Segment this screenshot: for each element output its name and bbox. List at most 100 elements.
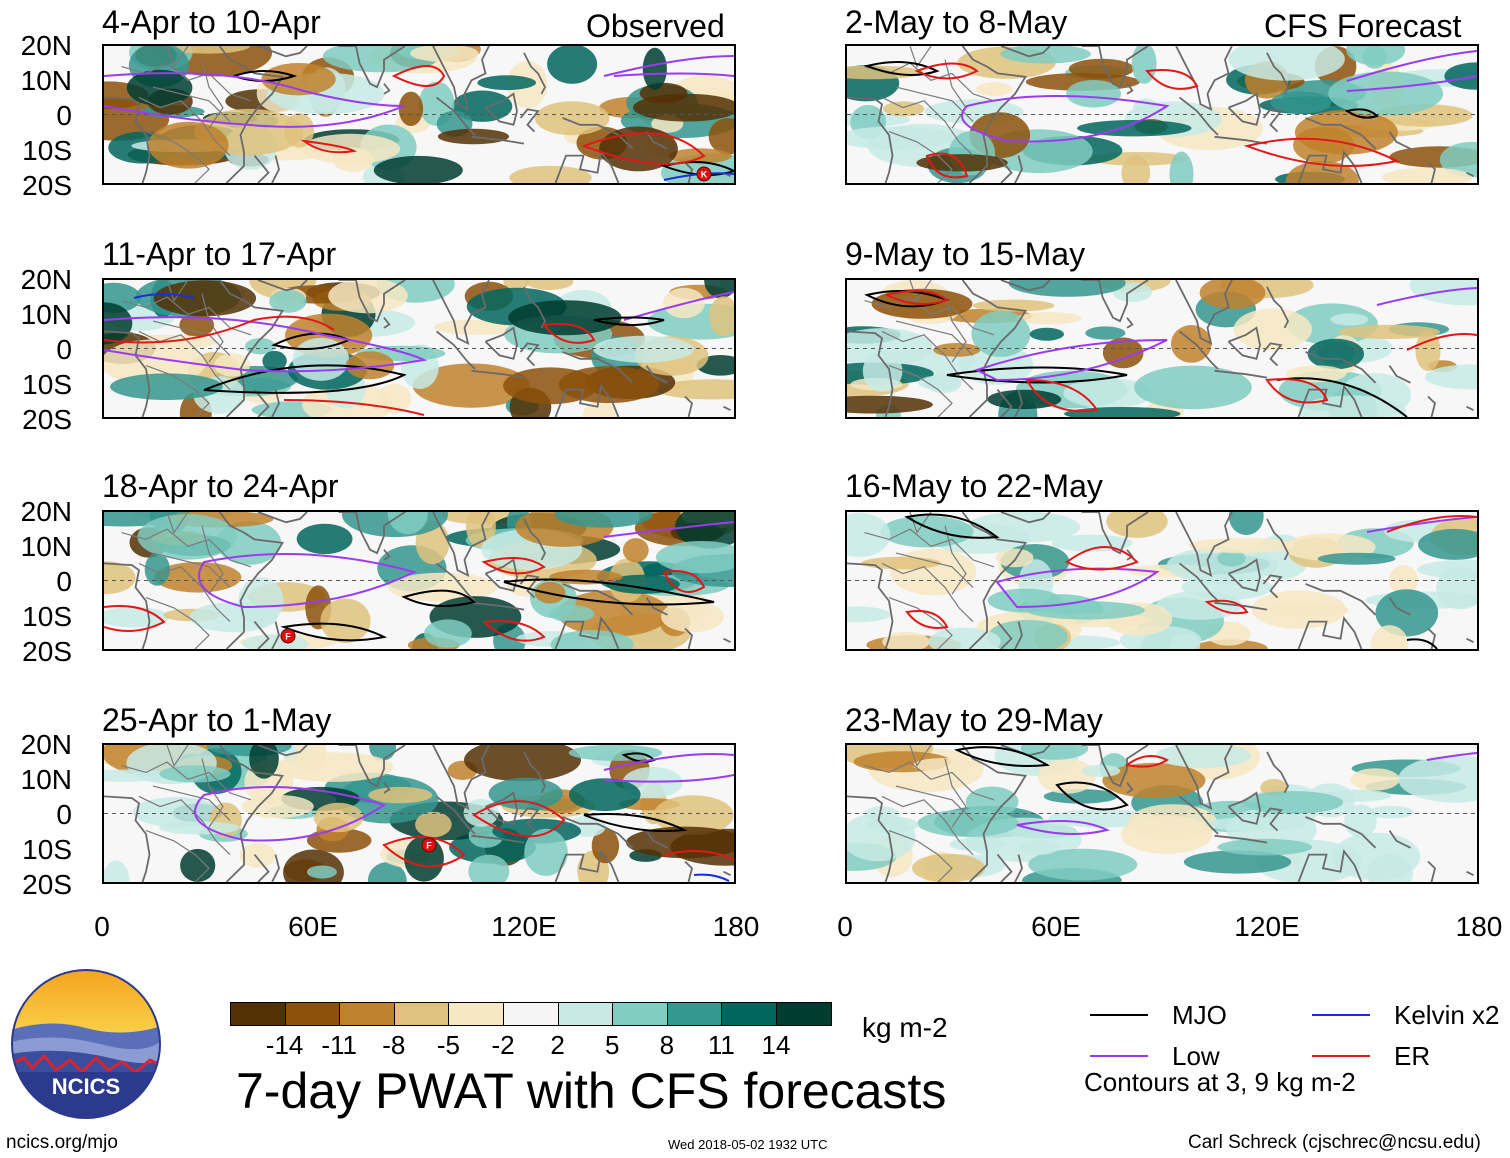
coastline [1388, 131, 1411, 150]
coastline [1178, 96, 1219, 136]
contour-line [953, 746, 1051, 767]
pwat-anomaly-blob [144, 552, 170, 586]
pwat-anomaly-blob [104, 302, 133, 345]
y-tick-label: 10N [20, 764, 72, 795]
pwat-anomaly-blob [1350, 768, 1400, 791]
coastline [1214, 369, 1268, 379]
contour-line [946, 366, 1128, 384]
coastline [1014, 621, 1023, 649]
colorbar-swatch [721, 1002, 777, 1026]
coastline [1262, 807, 1283, 832]
y-tick-label: 20S [22, 404, 72, 435]
pwat-anomaly-blob [847, 512, 891, 558]
panel-title-8: 23-May to 29-May [845, 702, 1103, 738]
pwat-anomaly-blob [847, 126, 955, 150]
contour-line [603, 55, 734, 77]
colorbar-swatch [612, 1002, 668, 1026]
pwat-anomaly-blob [912, 758, 974, 773]
map-panel-forecast-1 [845, 44, 1479, 185]
pwat-anomaly-blob [1444, 62, 1477, 90]
country-border [909, 745, 932, 767]
country-border [166, 745, 189, 767]
contour-line [104, 605, 166, 632]
pwat-anomaly-blob [593, 335, 694, 363]
contour-line [382, 836, 466, 868]
pwat-anomaly-blob [1026, 601, 1145, 620]
country-border [201, 293, 224, 363]
pwat-anomaly-blob [488, 777, 563, 810]
legend-line-mjo [1090, 1014, 1148, 1016]
panel-title-6: 9-May to 15-May [845, 236, 1086, 272]
pwat-anomaly-blob [239, 843, 276, 868]
contour-line [925, 152, 969, 179]
coastline [432, 745, 490, 811]
coastline [554, 849, 620, 882]
country-border [895, 785, 974, 821]
x-tick-right-180: 180 [1455, 911, 1503, 942]
pwat-anomaly-blob [847, 606, 891, 623]
pwat-anomaly-blob [1362, 46, 1387, 69]
contour-line [1276, 377, 1408, 417]
pwat-anomaly-blob [549, 569, 623, 585]
pwat-anomaly-blob [599, 126, 678, 172]
y-tick-label: 0 [56, 334, 72, 365]
contour-line [481, 620, 546, 642]
coastline [523, 52, 547, 95]
coastline [218, 512, 285, 649]
site-url[interactable]: ncics.org/mjo [6, 1132, 118, 1153]
pwat-anomaly-blob [1381, 167, 1473, 183]
colorbar-swatch [448, 1002, 504, 1026]
pwat-anomaly-blob [328, 280, 408, 314]
pwat-anomaly-blob [320, 598, 371, 644]
panel-title-7: 16-May to 22-May [845, 468, 1103, 504]
pwat-anomaly-blob [1293, 126, 1355, 164]
coastline [684, 860, 694, 882]
pwat-anomaly-blob [708, 118, 734, 155]
coastline [471, 135, 525, 145]
pwat-anomaly-blob [1188, 537, 1296, 554]
country-border [121, 761, 252, 801]
pwat-anomaly-blob [557, 590, 670, 637]
pwat-anomaly-blob [675, 512, 734, 549]
pwat-anomaly-blob [159, 765, 231, 783]
pwat-anomaly-blob [976, 82, 1013, 97]
coastline [1266, 751, 1290, 794]
colorbar-swatch [284, 1002, 341, 1026]
pwat-anomaly-blob [503, 367, 598, 405]
country-border [152, 320, 231, 356]
pwat-anomaly-blob [995, 548, 1034, 568]
coastline [519, 342, 540, 367]
y-tick-label: 10S [22, 135, 72, 166]
pwat-anomaly-blob [296, 523, 353, 555]
pwat-anomaly-blob [1241, 791, 1344, 814]
pwat-anomaly-blob [1121, 155, 1151, 183]
country-border [888, 365, 953, 417]
contour-line [280, 622, 388, 642]
contour-line [1406, 638, 1438, 649]
coastline [1305, 583, 1377, 616]
pwat-anomaly-blob [1106, 512, 1168, 538]
coastline [1227, 92, 1261, 126]
country-border [864, 761, 995, 801]
pwat-anomaly-blob [509, 165, 592, 183]
coastline [1227, 791, 1261, 825]
contour-line [914, 62, 979, 80]
contour-line [230, 70, 298, 82]
coastline [1081, 745, 1149, 788]
x-tick-right-60e: 60E [1031, 911, 1081, 942]
country-border [881, 795, 974, 856]
coastline [1266, 52, 1290, 95]
storm-marker [280, 628, 296, 644]
pwat-anomaly-blob [1120, 815, 1213, 854]
country-border [864, 528, 995, 568]
pwat-anomaly-blob [668, 148, 732, 164]
coastline [257, 745, 308, 757]
coastline [432, 280, 490, 346]
contour-line [104, 315, 335, 344]
pwat-anomaly-blob [1028, 848, 1138, 881]
timestamp: Wed 2018-05-02 1932 UTC [668, 1137, 828, 1152]
contour-line [663, 850, 734, 861]
country-border [138, 330, 231, 391]
coastline [723, 637, 731, 644]
x-tick-right-0: 0 [837, 911, 853, 942]
